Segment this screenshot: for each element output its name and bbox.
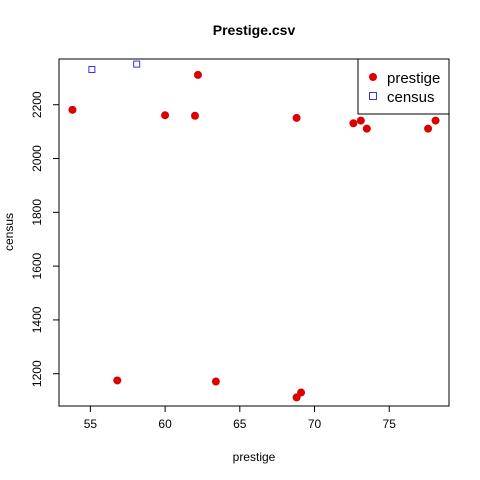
x-tick-label: 55 — [84, 417, 98, 431]
y-axis-label: census — [2, 213, 16, 251]
prestige-point — [297, 388, 306, 397]
x-axis-label: prestige — [233, 450, 276, 464]
prestige-point — [424, 124, 433, 133]
prestige-point — [161, 111, 170, 120]
legend: prestige census — [357, 58, 450, 115]
legend-marker-census — [369, 92, 377, 100]
prestige-point — [193, 70, 202, 79]
y-tick-label: 2200 — [30, 91, 44, 118]
y-tick-label: 1200 — [30, 360, 44, 387]
y-tick-label: 1800 — [30, 199, 44, 226]
prestige-point — [292, 113, 301, 122]
y-tick-label: 1400 — [30, 306, 44, 333]
prestige-point — [362, 124, 371, 133]
y-axis: 1200 1400 1600 1800 2000 2200 — [30, 91, 59, 387]
prestige-point — [431, 116, 440, 125]
plot-frame — [58, 58, 450, 407]
y-tick-label: 2000 — [30, 145, 44, 172]
y-tick-label: 1600 — [30, 252, 44, 279]
legend-box — [357, 58, 450, 115]
prestige-point — [356, 116, 365, 125]
x-tick-label: 60 — [158, 417, 172, 431]
legend-label-prestige: prestige — [387, 70, 440, 87]
prestige-point — [349, 119, 358, 128]
census-point — [133, 60, 141, 68]
prestige-point — [113, 376, 122, 385]
x-axis: 55 60 65 70 75 — [84, 406, 397, 431]
x-tick-label: 70 — [308, 417, 322, 431]
data-points — [68, 60, 440, 402]
x-tick-label: 65 — [233, 417, 247, 431]
legend-marker-prestige — [369, 73, 377, 81]
prestige-point — [190, 111, 199, 120]
prestige-point — [211, 377, 220, 386]
chart-title: Prestige.csv — [213, 22, 296, 38]
x-tick-label: 75 — [383, 417, 397, 431]
legend-label-census: census — [387, 89, 435, 106]
prestige-point — [68, 105, 77, 114]
census-point — [88, 65, 96, 73]
